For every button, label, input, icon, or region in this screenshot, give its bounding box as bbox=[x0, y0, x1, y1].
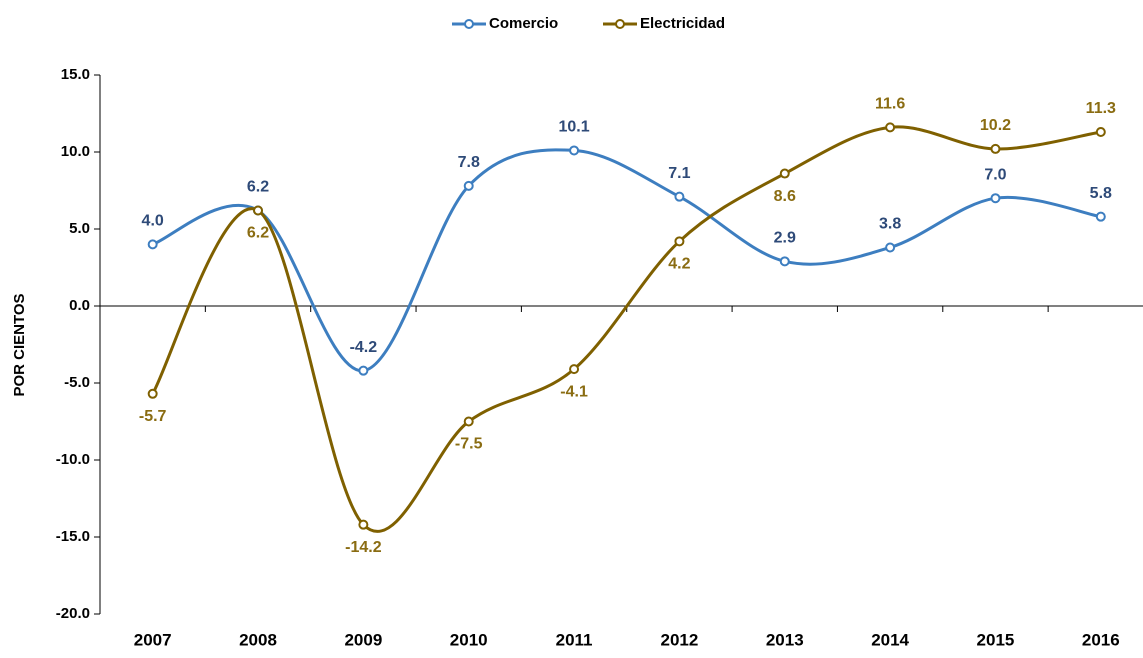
data-label: 7.1 bbox=[668, 165, 690, 182]
y-tick-label: -5.0 bbox=[64, 374, 90, 391]
point-marker bbox=[674, 236, 685, 247]
data-label: 7.8 bbox=[458, 154, 480, 171]
x-tick-label: 2013 bbox=[766, 630, 804, 649]
data-label: -5.7 bbox=[139, 408, 167, 425]
series-line bbox=[151, 125, 1102, 533]
data-label: -4.1 bbox=[560, 383, 588, 400]
point-marker bbox=[990, 143, 1001, 154]
y-tick-label: -15.0 bbox=[56, 528, 90, 545]
point-marker bbox=[253, 205, 264, 216]
point-marker bbox=[990, 193, 1001, 204]
legend-label: Comercio bbox=[489, 15, 558, 32]
x-tick-label: 2008 bbox=[239, 630, 277, 649]
data-label: 10.1 bbox=[558, 119, 589, 136]
series-line bbox=[152, 148, 1102, 373]
y-tick-label: 15.0 bbox=[61, 66, 90, 83]
data-label: 2.9 bbox=[774, 230, 796, 247]
data-label: 8.6 bbox=[774, 188, 796, 205]
x-tick-label: 2014 bbox=[871, 630, 909, 649]
x-tick-label: 2010 bbox=[450, 630, 488, 649]
y-tick-label: 0.0 bbox=[69, 297, 90, 314]
x-tick-label: 2015 bbox=[977, 630, 1015, 649]
y-axis-label: POR CIENTOS bbox=[11, 293, 28, 396]
y-tick-label: -20.0 bbox=[56, 605, 90, 622]
point-marker bbox=[358, 365, 369, 376]
data-label: 7.0 bbox=[984, 166, 1006, 183]
point-marker bbox=[1095, 126, 1106, 137]
point-marker bbox=[147, 388, 158, 399]
data-label: 10.2 bbox=[980, 117, 1011, 134]
point-marker bbox=[779, 256, 790, 267]
x-tick-label: 2011 bbox=[556, 630, 593, 649]
data-label: 4.2 bbox=[668, 256, 690, 273]
data-label: -14.2 bbox=[345, 539, 382, 556]
point-marker bbox=[463, 416, 474, 427]
point-marker bbox=[779, 168, 790, 179]
point-marker bbox=[569, 145, 580, 156]
data-label: 3.8 bbox=[879, 216, 901, 233]
x-tick-label: 2012 bbox=[661, 630, 699, 649]
point-marker bbox=[885, 242, 896, 253]
y-tick-label: 5.0 bbox=[69, 220, 90, 237]
x-tick-label: 2009 bbox=[344, 630, 382, 649]
data-label: 11.3 bbox=[1086, 100, 1116, 117]
point-marker bbox=[1095, 211, 1106, 222]
point-marker bbox=[358, 519, 369, 530]
point-marker bbox=[147, 239, 158, 250]
data-label: -7.5 bbox=[455, 436, 483, 453]
point-marker bbox=[569, 364, 580, 375]
data-label: -4.2 bbox=[350, 339, 378, 356]
legend-marker bbox=[464, 19, 474, 29]
point-marker bbox=[463, 180, 474, 191]
data-label: 5.8 bbox=[1090, 185, 1112, 202]
data-label: 6.2 bbox=[247, 179, 269, 196]
y-tick-label: 10.0 bbox=[61, 143, 90, 160]
legend-marker bbox=[615, 19, 625, 29]
x-tick-label: 2007 bbox=[134, 630, 172, 649]
legend-label: Electricidad bbox=[640, 15, 725, 32]
data-label: 6.2 bbox=[247, 225, 269, 242]
data-label: 4.0 bbox=[142, 213, 164, 230]
point-marker bbox=[885, 122, 896, 133]
x-tick-label: 2016 bbox=[1082, 630, 1120, 649]
data-label: 11.6 bbox=[875, 96, 905, 113]
point-marker bbox=[674, 191, 685, 202]
y-tick-label: -10.0 bbox=[56, 451, 90, 468]
